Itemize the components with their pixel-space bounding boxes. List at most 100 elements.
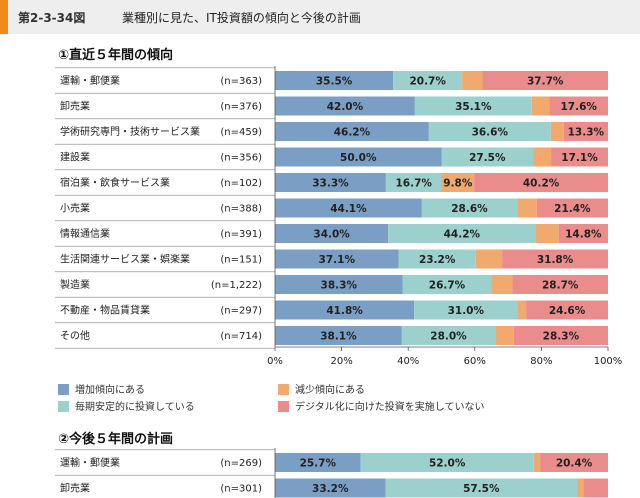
bar-segment [517, 198, 537, 218]
section-title-past-five-years: ①直近５年間の傾向 [58, 48, 174, 63]
n-label: (n=376) [220, 102, 262, 113]
data-label: 13.3% [568, 127, 605, 139]
legend-swatch [58, 384, 69, 395]
bar-segment [275, 122, 429, 141]
bar-segment [275, 147, 442, 167]
data-label: 33.3% [312, 178, 349, 190]
bar-segment [558, 224, 608, 243]
category-label: 学術研究専門・技術サービス業 [60, 125, 200, 138]
n-label: (n=102) [220, 178, 262, 189]
category-label: 卸売業 [60, 482, 90, 495]
bar-segment [275, 478, 386, 498]
bar-segment [536, 198, 608, 218]
bar-segment [491, 275, 513, 294]
bar-segment [441, 173, 475, 192]
bar-segment [275, 249, 399, 269]
data-label: 9.8% [443, 178, 473, 190]
bar-segment [414, 300, 518, 320]
category-label: 運輸・郵便業 [60, 456, 120, 469]
data-label: 50.0% [340, 152, 377, 164]
data-label: 28.3% [543, 331, 580, 343]
category-label: 運輸・郵便業 [60, 74, 120, 87]
data-label: 38.1% [320, 331, 357, 343]
data-label: 31.0% [448, 305, 485, 317]
x-tick-label: 80% [530, 356, 552, 367]
bar-segment [275, 453, 361, 472]
legend-item-increase: 増加傾向にある [58, 381, 145, 396]
bar-segment [475, 249, 503, 269]
section-title-next-five-years: ②今後５年間の計画 [58, 432, 174, 447]
bar-segment [540, 453, 608, 472]
legend-swatch [278, 401, 289, 412]
data-label: 28.6% [451, 203, 488, 215]
figure-header: 第2-3-34図 業種別に見た、IT投資額の傾向と今後の計画 [0, 0, 640, 34]
category-label: 小売業 [60, 202, 90, 215]
data-label: 34.0% [313, 229, 350, 241]
legend-label: 減少傾向にある [295, 385, 365, 396]
data-label: 23.2% [419, 254, 456, 266]
bar-segment [275, 71, 394, 90]
n-label: (n=391) [220, 229, 262, 240]
bar-segment [398, 249, 476, 269]
bar-segment [275, 326, 402, 345]
legend-swatch [278, 384, 289, 395]
category-label: 不動産・物品賃貸業 [60, 304, 150, 317]
data-label: 27.5% [469, 152, 506, 164]
category-label: 宿泊業・飲食サービス業 [60, 176, 170, 189]
bar-segment [275, 173, 386, 192]
bar-segment [549, 96, 608, 116]
bar-segment [402, 275, 492, 294]
bar-segment [275, 224, 389, 243]
x-tick-label: 20% [330, 356, 352, 367]
bar-segment [531, 96, 550, 116]
data-label: 40.2% [523, 178, 560, 190]
figure-number: 第2-3-34図 [18, 11, 86, 25]
data-label: 25.7% [300, 458, 337, 470]
category-label: その他 [60, 329, 90, 342]
bar-segment [533, 453, 541, 472]
bar-segment [360, 453, 534, 472]
data-label: 20.4% [556, 458, 593, 470]
legend-item-stable: 毎期安定的に投資している [58, 398, 195, 413]
data-label: 37.1% [319, 254, 356, 266]
data-label: 24.6% [549, 305, 586, 317]
data-label: 35.5% [316, 76, 353, 88]
bar-segment [385, 478, 578, 498]
n-label: (n=297) [220, 306, 262, 317]
data-label: 28.7% [542, 280, 579, 292]
data-label: 44.2% [444, 229, 481, 241]
bar-segment [482, 71, 608, 90]
x-tick-label: 100% [594, 356, 623, 367]
legend-swatch [58, 401, 69, 412]
data-label: 46.2% [334, 127, 371, 139]
n-label: (n=301) [220, 484, 262, 495]
n-label: (n=151) [220, 255, 262, 266]
data-label: 37.7% [527, 76, 564, 88]
n-label: (n=714) [220, 331, 262, 342]
n-label: (n=356) [220, 153, 262, 164]
bar-segment [401, 326, 496, 345]
category-label: 建設業 [60, 151, 90, 164]
data-label: 16.7% [395, 178, 432, 190]
category-label: 卸売業 [60, 100, 90, 113]
x-tick-label: 60% [464, 356, 486, 367]
data-label: 36.6% [472, 127, 509, 139]
legend-label: デジタル化に向けた投資を実施していない [295, 402, 485, 413]
data-label: 20.7% [409, 76, 446, 88]
bar-segment [517, 300, 527, 320]
bar-segment [441, 147, 534, 167]
bar-segment [474, 173, 608, 192]
bar-segment [428, 122, 551, 141]
x-tick-label: 0% [267, 356, 283, 367]
bar-segment [385, 173, 442, 192]
n-label: (n=459) [220, 127, 262, 138]
bar-segment [533, 147, 552, 167]
data-label: 21.4% [554, 203, 591, 215]
bar-segment [583, 478, 608, 498]
bar-segment [275, 275, 403, 294]
bar-segment [275, 96, 415, 116]
data-label: 17.6% [560, 101, 597, 113]
legend-item-not-implemented: デジタル化に向けた投資を実施していない [278, 398, 485, 413]
n-label: (n=1,222) [211, 280, 262, 291]
